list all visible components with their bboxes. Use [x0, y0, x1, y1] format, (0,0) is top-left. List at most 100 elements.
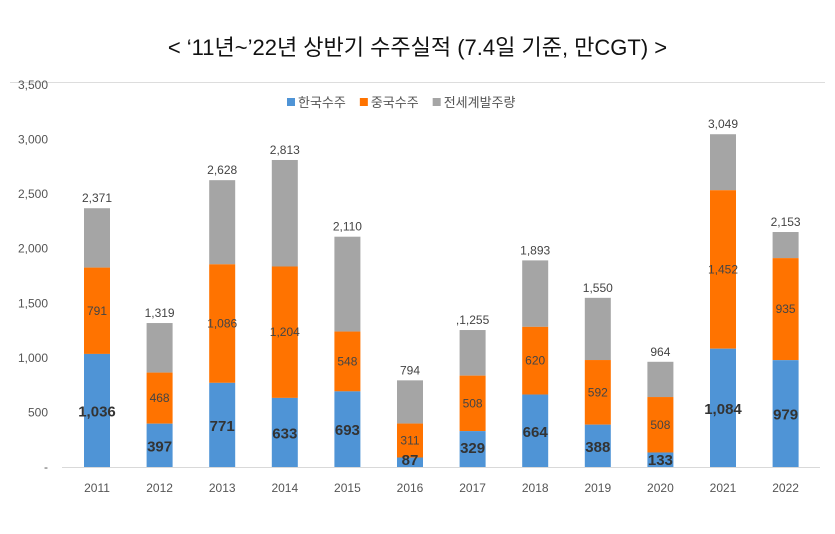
- bar-world-2014: [271, 159, 298, 267]
- total-data-label: 2,110: [333, 220, 362, 234]
- china-data-label: 592: [588, 385, 608, 399]
- x-tick-label: 2020: [647, 481, 674, 495]
- bar-world-2011: [84, 208, 110, 268]
- x-tick-label: 2011: [84, 481, 110, 495]
- total-data-label: 2,153: [771, 215, 801, 229]
- korea-data-label: 979: [773, 407, 798, 424]
- x-tick-label: 2019: [584, 481, 611, 495]
- y-tick-label: 2,000: [18, 242, 48, 256]
- bar-korea-2014: [271, 397, 298, 467]
- bar-korea-2015: [334, 391, 361, 467]
- korea-data-label: 133: [648, 452, 673, 469]
- bar-world-2012: [146, 323, 173, 373]
- bar-world-2013: [209, 180, 236, 265]
- bar-korea-2017: [459, 431, 486, 467]
- china-data-label: 311: [400, 434, 419, 448]
- china-data-label: 508: [463, 396, 483, 410]
- total-data-label: 964: [650, 345, 670, 359]
- korea-data-label: 633: [272, 425, 297, 442]
- total-data-label: 794: [400, 363, 420, 377]
- korea-data-label: 87: [402, 452, 419, 469]
- bar-world-2018: [522, 260, 549, 327]
- bar-world-2021: [710, 134, 736, 191]
- bar-china-2011: [84, 267, 110, 354]
- bar-china-2012: [146, 372, 173, 424]
- china-data-label: 935: [776, 302, 796, 316]
- legend-label-2: 전세계발주량: [444, 95, 516, 110]
- legend-label-0: 한국수주: [298, 95, 346, 110]
- y-tick-label: 3,000: [18, 133, 48, 147]
- total-data-label: 1,550: [583, 281, 613, 295]
- x-tick-label: 2012: [146, 481, 173, 495]
- y-tick-label: 500: [28, 405, 48, 419]
- legend-label-1: 중국수주: [371, 95, 419, 110]
- china-data-label: 1,204: [270, 325, 300, 339]
- bar-korea-2019: [584, 424, 611, 467]
- bar-china-2020: [647, 397, 674, 453]
- bar-korea-2022: [772, 360, 799, 467]
- x-tick-label: 2022: [772, 481, 799, 495]
- x-tick-label: 2013: [209, 481, 236, 495]
- legend-swatch-0: [287, 98, 295, 106]
- china-data-label: 1,452: [708, 262, 738, 276]
- x-tick-label: 2018: [522, 481, 549, 495]
- bar-korea-2016: [397, 457, 423, 467]
- bar-korea-2011: [84, 353, 110, 467]
- korea-data-label: 329: [460, 440, 485, 457]
- china-data-label: 548: [337, 354, 357, 368]
- x-tick-label: 2016: [397, 481, 424, 495]
- bar-china-2013: [209, 264, 236, 383]
- total-data-label: 2,371: [82, 191, 112, 205]
- total-data-label: 3,049: [708, 117, 738, 131]
- x-tick-label: 2021: [710, 481, 737, 495]
- bar-china-2015: [334, 331, 361, 392]
- bar-world-2016: [397, 380, 423, 424]
- china-data-label: 620: [525, 354, 545, 368]
- x-tick-label: 2014: [271, 481, 298, 495]
- total-data-label: 1,893: [520, 243, 550, 257]
- y-tick-label: 2,500: [18, 187, 48, 201]
- bar-world-2015: [334, 236, 361, 332]
- total-data-label: ,1,255: [456, 313, 490, 327]
- bar-china-2018: [522, 326, 549, 395]
- legend-swatch-1: [359, 98, 368, 106]
- bar-world-2019: [584, 297, 611, 361]
- bar-china-2014: [271, 266, 298, 398]
- china-data-label: 468: [150, 391, 170, 405]
- bar-china-2019: [584, 360, 611, 425]
- bar-korea-2013: [209, 382, 236, 467]
- china-data-label: 1,086: [207, 317, 237, 331]
- bar-korea-2012: [146, 423, 173, 467]
- bar-korea-2018: [522, 394, 549, 467]
- y-tick-label: -: [44, 460, 48, 474]
- title-divider: [10, 82, 825, 83]
- legend-swatch-2: [432, 98, 441, 106]
- bar-korea-2020: [647, 452, 674, 467]
- bar-china-2017: [459, 375, 486, 432]
- y-tick-label: 1,000: [18, 351, 48, 365]
- korea-data-label: 693: [335, 422, 360, 439]
- y-tick-label: 1,500: [18, 296, 48, 310]
- bar-world-2017: [459, 330, 486, 376]
- bar-china-2021: [710, 190, 736, 349]
- korea-data-label: 1,084: [704, 401, 742, 418]
- total-data-label: 1,319: [145, 306, 175, 320]
- korea-data-label: 388: [585, 439, 610, 456]
- y-tick-label: 3,500: [18, 78, 48, 92]
- korea-data-label: 1,036: [78, 403, 116, 420]
- korea-data-label: 771: [210, 418, 235, 435]
- korea-data-label: 397: [147, 438, 172, 455]
- total-data-label: 2,813: [270, 143, 300, 157]
- bar-china-2016: [397, 423, 423, 458]
- x-tick-label: 2015: [334, 481, 361, 495]
- chart-title: < ‘11년~’22년 상반기 수주실적 (7.4일 기준, 만CGT) >: [167, 35, 668, 60]
- bar-korea-2021: [710, 348, 736, 467]
- china-data-label: 791: [87, 304, 107, 318]
- korea-data-label: 664: [523, 424, 549, 441]
- total-data-label: 2,628: [207, 163, 237, 177]
- bar-world-2022: [772, 232, 799, 259]
- x-tick-label: 2017: [459, 481, 486, 495]
- bar-china-2022: [772, 258, 799, 361]
- bar-world-2020: [647, 361, 674, 398]
